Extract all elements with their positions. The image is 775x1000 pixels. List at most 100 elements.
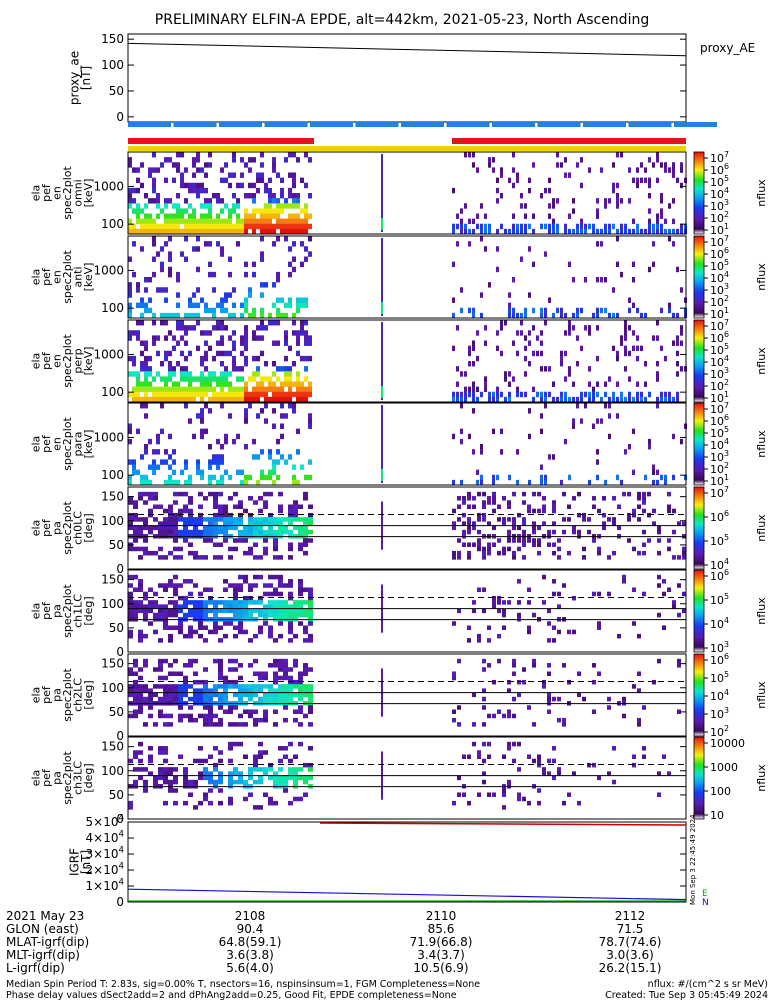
pitch-cell [268,684,273,689]
pitch-cell [642,496,646,501]
pitch-cell [218,771,223,776]
pitch-cell [288,612,293,618]
pitch-cell [148,608,153,614]
spectral-cell [568,261,571,268]
pitch-cell [283,717,288,723]
pitch-cell [547,696,551,702]
spectral-cell [140,312,144,319]
pitch-cell [173,546,178,552]
spectral-cell [224,223,228,230]
spectral-cell [184,198,188,204]
pitch-cell [592,591,596,597]
spectral-cell [140,454,144,460]
spectral-cell [564,228,567,235]
pitch-cell [632,621,636,626]
spectral-cell [248,167,252,173]
pitch-cell [288,542,293,547]
pitch-cell [547,621,551,626]
spectral-cell [176,320,180,326]
spectral-cell [176,213,180,219]
pitch-cell [457,550,461,556]
pitch-cell [667,546,671,552]
pitch-cell [537,538,541,543]
pitch-cell [268,525,273,531]
pitch-cell [502,600,506,605]
pitch-cell [133,587,138,593]
spectral-cell [480,449,483,455]
pitch-cell [303,542,308,547]
spectral-cell [660,228,663,235]
pitch-cell [258,625,263,630]
pitch-cell [492,542,496,547]
spectral-cell [636,182,639,189]
pitch-cell [163,604,168,609]
pitch-cell [223,688,228,693]
spectral-cell [180,218,184,225]
spectral-cell [468,152,471,158]
spectral-cell [128,302,132,309]
pitch-cell [512,663,516,668]
spectral-cell [480,312,483,319]
pitch-cell [273,529,278,535]
spectral-cell [672,340,675,346]
spectral-cell [128,474,132,481]
spectral-cell [204,355,208,362]
spectral-cell [244,345,248,352]
pitch-cell [263,709,268,714]
colorbar-tick-label: 10 [710,809,724,822]
pitch-cell [208,722,213,727]
pitch-cell [198,504,203,510]
spectral-cell [148,371,152,377]
pitch-cell [178,629,183,635]
spectral-cell [296,381,300,387]
pitch-cell [213,608,218,614]
pitch-cell [128,800,133,806]
spectral-cell [248,218,252,225]
pitch-cell [557,546,561,552]
spectral-cell [180,366,184,372]
spectral-cell [244,386,248,393]
spectral-cell [140,361,144,367]
spectral-cell [232,361,236,367]
pitch-cell [283,754,288,760]
pitch-cell [258,675,263,681]
pitch-cell [293,633,298,639]
pitch-cell [203,612,208,618]
spectral-cell [160,228,164,235]
pitch-cell [248,696,253,702]
spectral-cell [132,396,136,403]
pitch-cell [273,591,278,597]
spectral-cell [128,282,132,288]
spectral-cell [516,330,519,336]
spectral-cell [296,376,300,382]
spectral-cell [156,193,160,199]
pitch-cell [452,800,456,806]
spectral-cell [172,213,176,219]
spectral-cell [268,223,272,230]
spectral-cell [176,302,180,309]
spectral-cell [292,193,296,199]
pitch-cell [153,722,158,727]
spectral-cell [264,376,268,382]
spectral-cell [300,381,304,387]
spectral-cell [556,396,559,403]
pitch-cell [273,696,278,702]
pitch-cell [198,679,203,685]
pitch-cell [228,796,233,802]
spectral-cell [508,391,511,398]
spectral-cell [180,177,184,184]
spectral-cell [480,444,483,450]
spectral-cell [184,396,188,403]
spectral-cell [216,198,220,204]
pitch-cell [283,692,288,698]
pitch-cell [512,550,516,556]
spectral-cell [608,413,611,419]
pitch-cell [178,529,183,535]
spectral-cell [188,228,192,235]
pitch-cell [477,638,481,643]
spectral-cell [144,218,148,225]
spectral-cell [604,403,607,409]
pitch-cell [552,775,556,781]
spectral-cell [144,193,148,199]
spectral-cell [588,366,591,372]
